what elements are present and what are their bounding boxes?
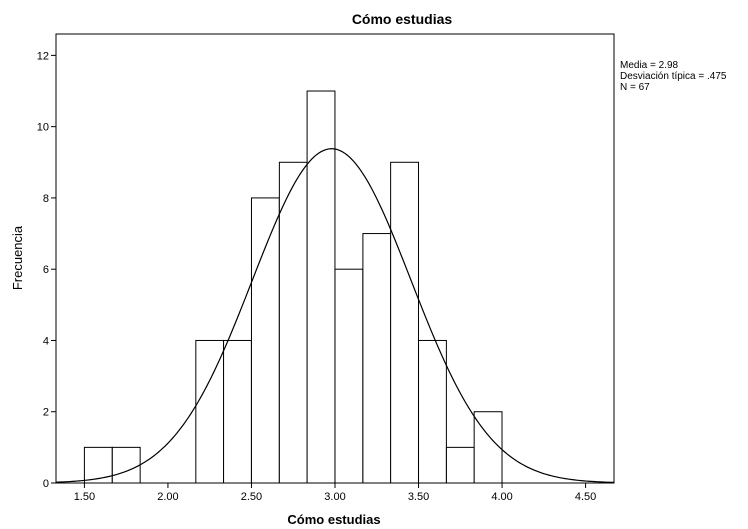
y-tick-label-6: 12 bbox=[37, 50, 49, 62]
y-tick-label-5: 10 bbox=[37, 122, 49, 134]
stat-mean: Media = 2.98 bbox=[620, 60, 679, 71]
bars-group bbox=[83, 90, 503, 484]
stats-box: Media = 2.98 Desviación típica = .475 N … bbox=[620, 60, 727, 93]
bar-11 bbox=[445, 446, 475, 484]
y-tick-label-4: 8 bbox=[43, 193, 49, 205]
x-axis-label: Cómo estudias bbox=[287, 512, 380, 527]
bar-3 bbox=[223, 339, 252, 484]
y-tick-label-2: 4 bbox=[43, 335, 49, 347]
stat-n: N = 67 bbox=[620, 82, 650, 93]
bar-0 bbox=[83, 446, 113, 484]
bar-10 bbox=[418, 339, 447, 484]
bar-6 bbox=[306, 90, 336, 484]
y-tick-label-0: 0 bbox=[43, 478, 49, 490]
stat-sd: Desviación típica = .475 bbox=[620, 71, 727, 82]
x-tick-label-6: 4.50 bbox=[575, 491, 596, 503]
normal-curve bbox=[55, 148, 615, 483]
x-tick-label-0: 1.50 bbox=[74, 491, 95, 503]
x-tick-label-4: 3.50 bbox=[408, 491, 429, 503]
y-axis-label: Frecuencia bbox=[10, 225, 25, 290]
chart-title: Cómo estudias bbox=[352, 11, 453, 27]
bar-5 bbox=[278, 161, 308, 484]
y-axis: 0 2 4 6 8 10 12 bbox=[37, 50, 56, 490]
bar-7 bbox=[334, 268, 364, 484]
x-tick-label-5: 4.00 bbox=[491, 491, 512, 503]
x-tick-label-1: 2.00 bbox=[157, 491, 178, 503]
x-tick-label-2: 2.50 bbox=[241, 491, 262, 503]
bar-9 bbox=[390, 161, 419, 484]
y-tick-label-1: 2 bbox=[43, 407, 49, 419]
x-axis: 1.50 2.00 2.50 3.00 3.50 4.00 4.50 bbox=[74, 483, 596, 503]
bar-4 bbox=[250, 197, 280, 484]
bar-2 bbox=[195, 339, 225, 484]
bar-12 bbox=[473, 411, 503, 484]
bar-1 bbox=[111, 446, 141, 484]
y-tick-label-3: 6 bbox=[43, 264, 49, 276]
x-tick-label-3: 3.00 bbox=[324, 491, 345, 503]
bar-8 bbox=[362, 233, 392, 484]
